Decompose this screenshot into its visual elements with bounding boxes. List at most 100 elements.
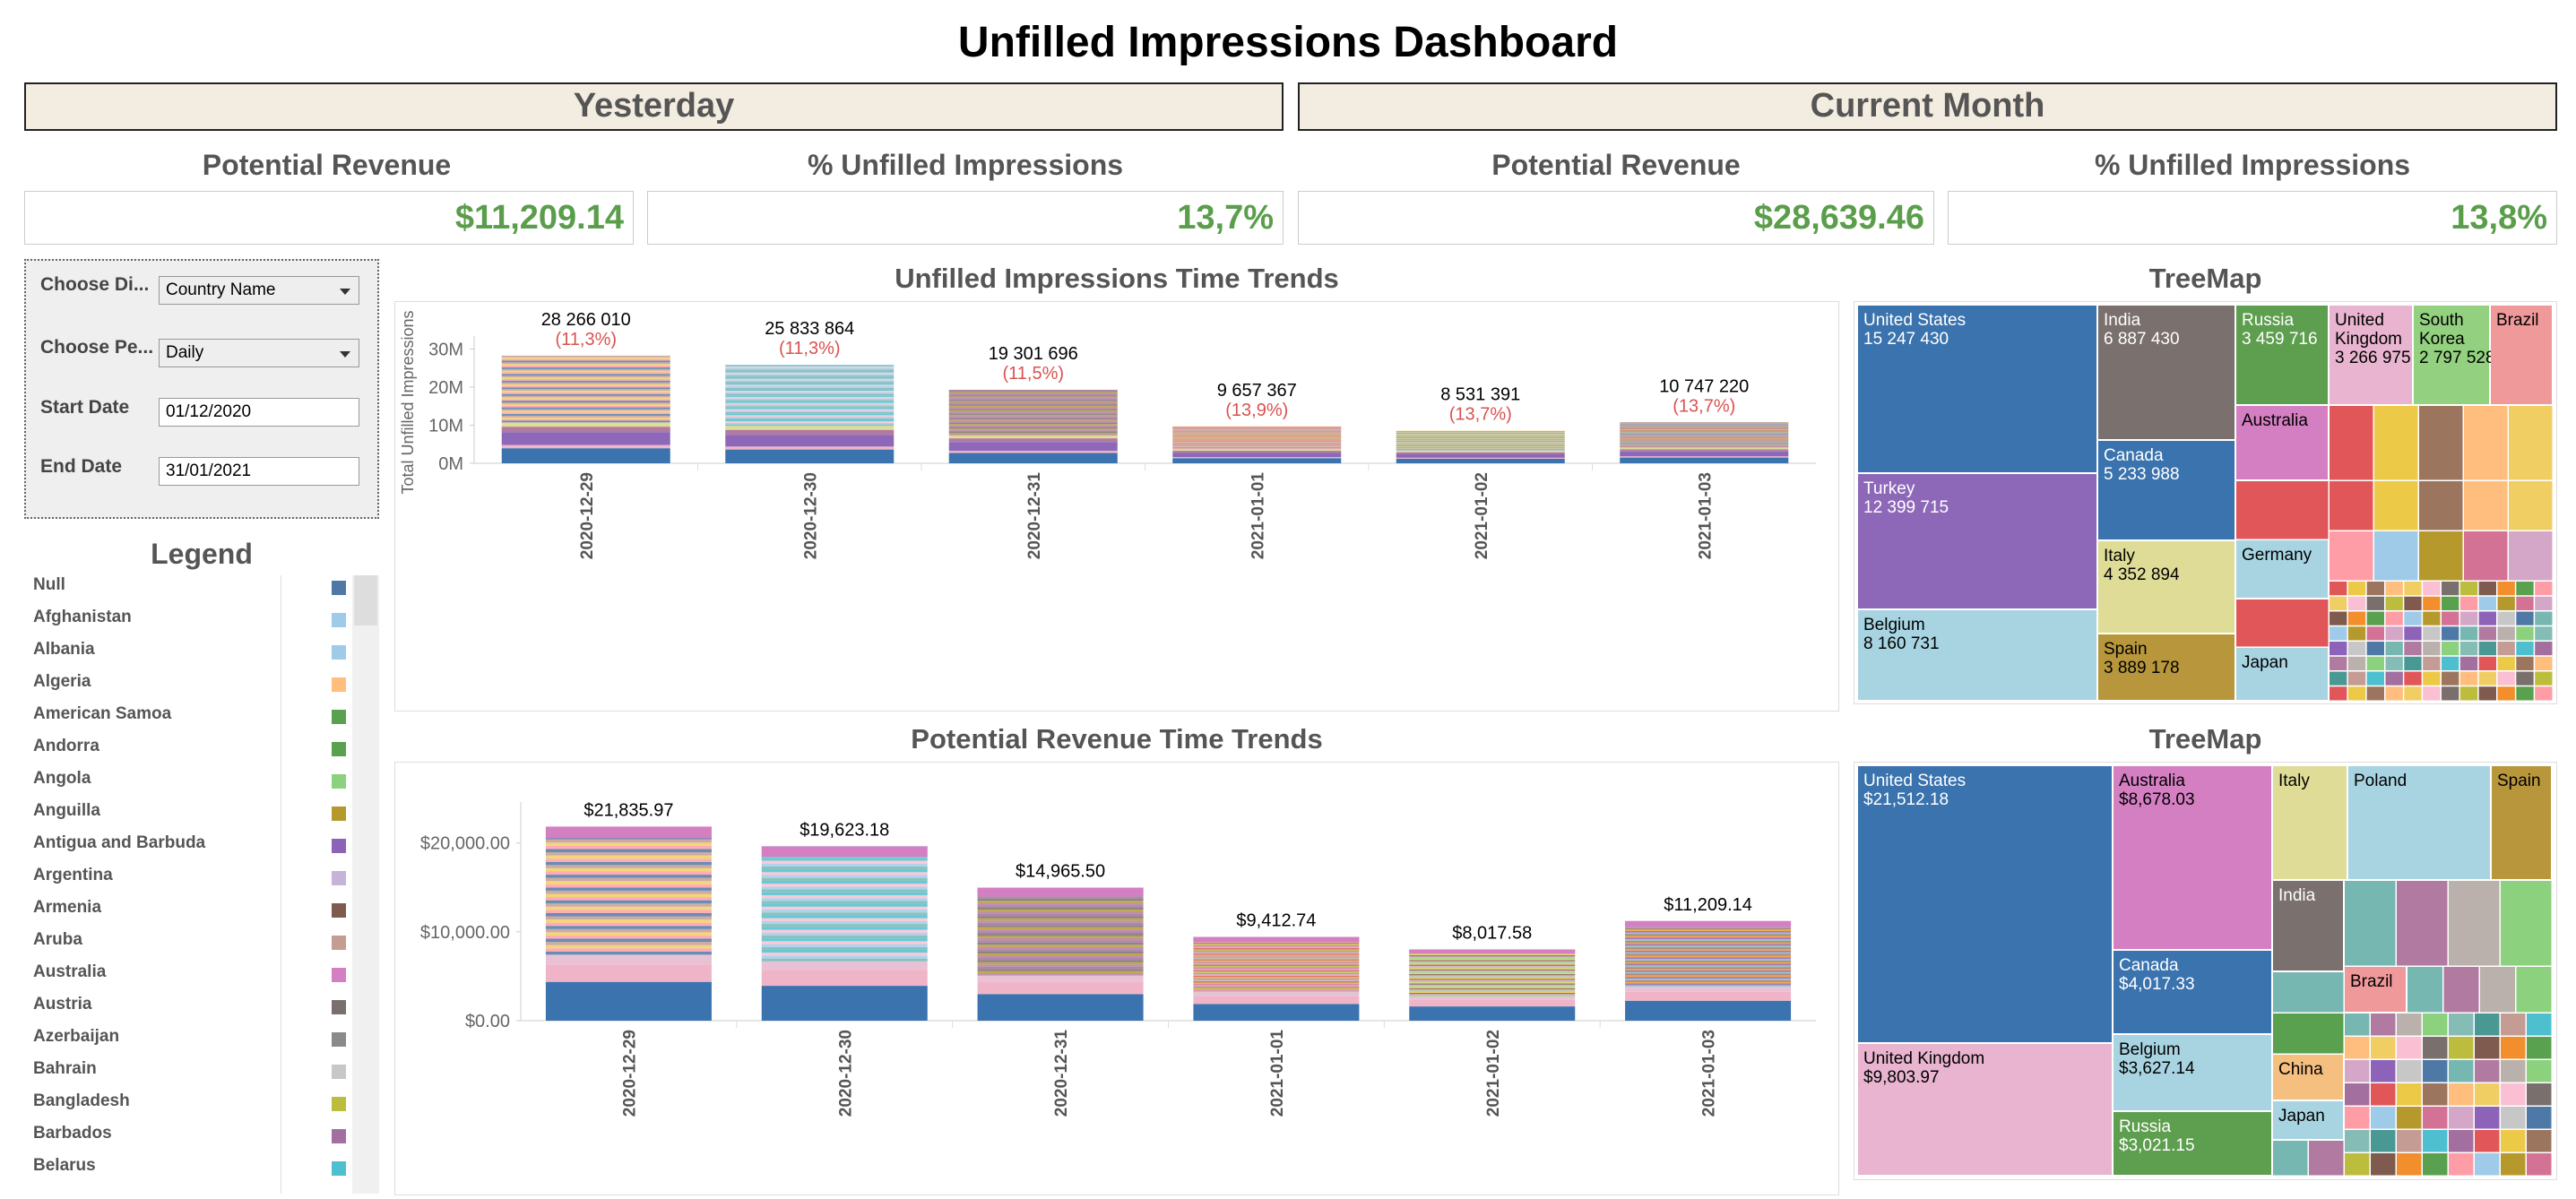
bar-segment	[761, 872, 928, 876]
legend-scrollbar[interactable]	[352, 575, 379, 1194]
bar-segment	[948, 442, 1118, 452]
bar-segment	[725, 381, 895, 384]
bar-segment	[1620, 425, 1789, 426]
bar-segment	[545, 906, 712, 910]
bar-segment	[1409, 953, 1576, 956]
bar-segment	[948, 401, 1118, 402]
bar-segment	[1172, 435, 1342, 436]
legend-item[interactable]: Andorra	[33, 737, 374, 763]
bar-percent-label: (11,3%)	[555, 330, 617, 349]
bar-segment	[948, 432, 1118, 434]
bar-segment	[725, 400, 895, 402]
treemap-cell-value: 15 247 430	[1863, 330, 1949, 349]
treemap-cell	[2475, 1037, 2500, 1059]
bar-segment	[948, 413, 1118, 415]
impressions-chart-title: Unfilled Impressions Time Trends	[895, 263, 1339, 294]
bar-segment	[725, 366, 895, 368]
y-axis-label: Total Unfilled Impressions	[399, 310, 417, 494]
treemap-cell-value: $9,803.97	[1863, 1068, 1940, 1087]
bar-percent-label: (11,5%)	[1002, 364, 1064, 384]
bar-segment	[1625, 942, 1792, 945]
bar-segment	[1396, 432, 1565, 434]
treemap-cell	[2501, 1060, 2526, 1083]
bar-segment	[545, 954, 712, 965]
dimension-select[interactable]: Country Name	[159, 276, 359, 305]
treemap-cell	[2347, 656, 2366, 670]
legend-item[interactable]: Bahrain	[33, 1059, 374, 1086]
legend-item[interactable]: Aruba	[33, 930, 374, 957]
treemap-cell-rect	[1858, 306, 2096, 472]
bar-segment	[1409, 962, 1576, 964]
bar-segment	[761, 846, 928, 858]
bar-segment	[1172, 446, 1342, 447]
period-select-value: Daily	[166, 343, 204, 362]
legend-item[interactable]: Azerbaijan	[33, 1027, 374, 1054]
treemap-cell	[2475, 1107, 2500, 1129]
legend-color-swatch	[332, 903, 346, 918]
legend-item[interactable]: Australia	[33, 962, 374, 989]
bar-segment	[725, 380, 895, 382]
treemap-cell	[2497, 596, 2515, 610]
legend-item[interactable]: Antigua and Barbuda	[33, 833, 374, 860]
treemap-cell-value: 3 266 975	[2335, 349, 2411, 367]
bar-segment	[545, 893, 712, 898]
bar-segment	[1396, 444, 1565, 446]
bar-segment	[1620, 445, 1789, 447]
legend-item[interactable]: Afghanistan	[33, 608, 374, 634]
bar-segment	[977, 922, 1144, 926]
legend-item[interactable]: Algeria	[33, 672, 374, 699]
bar-segment	[1172, 448, 1342, 449]
legend-item[interactable]: Austria	[33, 995, 374, 1022]
treemap-cell	[2501, 1153, 2526, 1176]
period-select[interactable]: Daily	[159, 339, 359, 367]
legend-item[interactable]: Anguilla	[33, 801, 374, 828]
start-date-input[interactable]: 01/12/2020	[159, 398, 359, 427]
bar-segment	[1193, 969, 1360, 970]
bar-segment	[1620, 424, 1789, 426]
legend-color-swatch	[332, 968, 346, 982]
bar-segment	[948, 418, 1118, 420]
treemap-revenue-panel: United States $21,512.18 Australia $8,678.0…	[1854, 762, 2557, 1180]
yesterday-revenue-label: Potential Revenue	[202, 149, 452, 181]
bar-segment	[1625, 959, 1792, 961]
bar-segment	[501, 399, 670, 401]
treemap-cell-rect	[2114, 1035, 2271, 1110]
legend-item[interactable]: Null	[33, 575, 374, 602]
treemap-cell	[2374, 406, 2418, 480]
bar-segment	[545, 849, 712, 853]
bar-segment	[761, 918, 928, 921]
bar-segment	[1172, 444, 1342, 446]
legend-item[interactable]: Argentina	[33, 866, 374, 893]
bar-segment	[1172, 458, 1342, 463]
bar-value-label: $9,412.74	[1236, 911, 1316, 931]
bar-segment	[1625, 936, 1792, 938]
bar-segment	[1620, 449, 1789, 452]
legend-item[interactable]: American Samoa	[33, 704, 374, 731]
bar-segment	[725, 419, 895, 422]
legend-item[interactable]: Armenia	[33, 898, 374, 925]
legend-scrollbar-thumb[interactable]	[354, 575, 377, 625]
bar-segment	[1193, 936, 1360, 943]
legend-item-label: Bangladesh	[33, 1091, 130, 1110]
legend-item[interactable]: Angola	[33, 769, 374, 796]
treemap-cell	[2497, 656, 2515, 670]
bar-segment	[948, 403, 1118, 405]
legend-item[interactable]: Bangladesh	[33, 1091, 374, 1118]
bar-segment	[977, 887, 1144, 896]
bar-segment	[1625, 930, 1792, 933]
bar-segment	[1409, 972, 1576, 975]
treemap-cell	[2501, 1130, 2526, 1152]
legend-item[interactable]: Barbados	[33, 1124, 374, 1151]
bar-segment	[725, 395, 895, 397]
bar-segment	[501, 415, 670, 418]
legend-title: Legend	[151, 538, 253, 570]
bar-segment	[977, 896, 1144, 899]
legend-item[interactable]: Belarus	[33, 1156, 374, 1183]
bar-segment	[977, 966, 1144, 970]
end-date-input[interactable]: 31/01/2021	[159, 457, 359, 486]
bar-segment	[501, 390, 670, 392]
bar-segment	[725, 410, 895, 412]
legend-item[interactable]: Albania	[33, 640, 374, 667]
yesterday-unfilled-value: 13,7%	[647, 191, 1284, 245]
bar-segment	[1396, 450, 1565, 452]
